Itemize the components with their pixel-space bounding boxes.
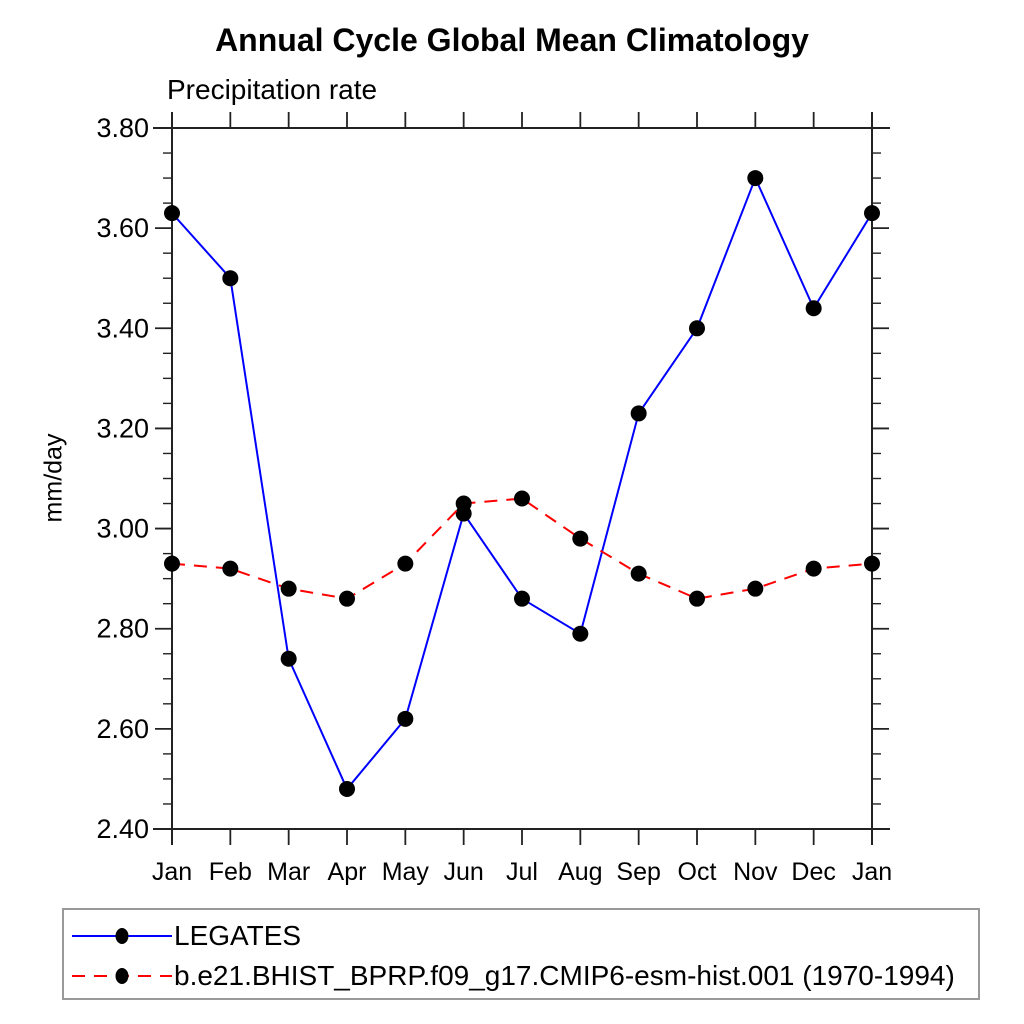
data-point <box>280 580 297 597</box>
legend-label-model-run: b.e21.BHIST_BPRP.f09_g17.CMIP6-esm-hist.… <box>174 960 955 991</box>
data-point <box>864 205 880 222</box>
x-tick-label: Jul <box>506 858 538 886</box>
y-tick-label: 3.20 <box>96 413 149 443</box>
legend-item-legates: LEGATES <box>70 918 301 954</box>
x-tick-label: Aug <box>558 858 602 886</box>
legend-marker-dot-icon <box>115 928 129 944</box>
data-point <box>805 560 822 577</box>
x-tick-label: Jan <box>852 858 892 886</box>
data-point <box>455 495 472 512</box>
data-point <box>397 555 414 572</box>
y-tick-label: 3.80 <box>96 113 149 143</box>
x-tick-label: Nov <box>733 858 778 886</box>
chart-title: Annual Cycle Global Mean Climatology <box>215 22 809 58</box>
legend-sample-dashed-red-line <box>72 968 172 984</box>
x-tick-label: Sep <box>616 858 660 886</box>
chart-subtitle: Precipitation rate <box>167 74 378 105</box>
legend-item-model-run: b.e21.BHIST_BPRP.f09_g17.CMIP6-esm-hist.… <box>70 958 955 994</box>
x-tick-label: Dec <box>791 858 835 886</box>
legend-label-legates: LEGATES <box>174 920 302 951</box>
x-tick-label: Mar <box>267 858 310 886</box>
data-point <box>747 170 764 187</box>
data-point <box>164 555 180 572</box>
x-tick-label: May <box>382 858 430 886</box>
x-tick-label: Apr <box>328 858 367 886</box>
data-point <box>630 565 647 582</box>
legend-marker-dot-icon <box>115 968 129 984</box>
data-point <box>164 205 180 222</box>
y-tick-label: 3.40 <box>96 313 149 343</box>
data-point <box>689 590 705 607</box>
legend-box: LEGATES b.e21.BHIST_BPRP.f09_g17.CMIP6-e… <box>62 908 980 1000</box>
data-point <box>222 560 239 577</box>
data-point <box>339 780 355 797</box>
y-tick-label: 2.80 <box>96 614 149 644</box>
data-point <box>805 300 822 317</box>
series-line-legates <box>171 175 873 791</box>
y-tick-label: 3.00 <box>96 514 149 544</box>
y-tick-label: 3.60 <box>96 213 149 243</box>
data-point <box>572 625 589 642</box>
x-tick-label: Oct <box>678 858 717 886</box>
data-point <box>572 530 589 547</box>
x-tick-label: Jan <box>152 858 192 886</box>
data-point <box>514 490 530 507</box>
data-point <box>514 590 530 607</box>
data-point <box>397 710 414 727</box>
data-point <box>864 555 880 572</box>
data-point <box>689 320 705 337</box>
x-tick-label: Feb <box>209 858 252 886</box>
y-tick-label: 2.60 <box>96 714 149 744</box>
data-point <box>630 405 647 422</box>
x-tick-label: Jun <box>444 858 484 886</box>
data-point <box>339 590 355 607</box>
legend-sample-solid-blue-line <box>72 928 172 944</box>
data-point <box>280 650 297 667</box>
data-point <box>222 270 239 287</box>
data-point <box>747 580 764 597</box>
y-tick-label: 2.40 <box>96 814 149 844</box>
